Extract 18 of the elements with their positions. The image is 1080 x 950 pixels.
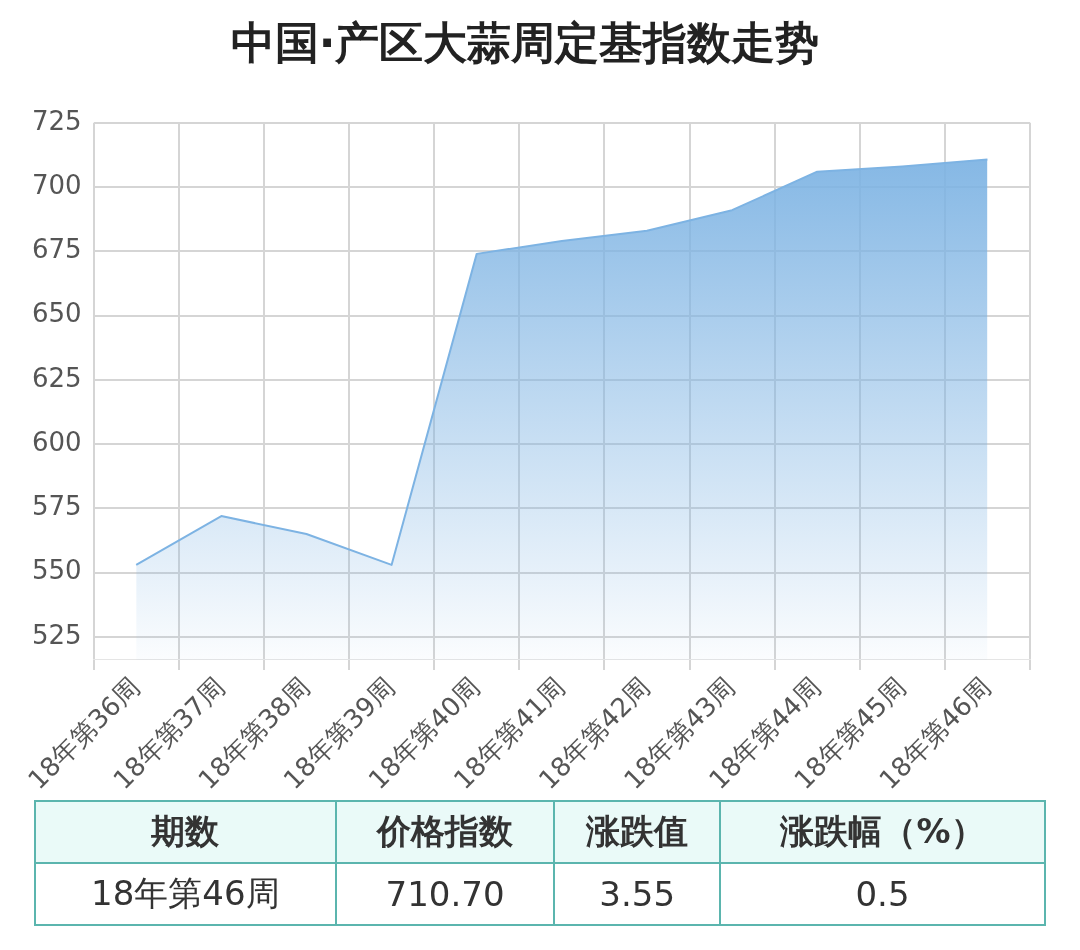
text: 价格指数	[335, 801, 555, 863]
y-tick-label: 525	[31, 619, 82, 650]
y-tick-label: 600	[31, 426, 82, 457]
text: 0.5	[719, 863, 1045, 925]
text: 710.70	[335, 863, 555, 925]
y-tick-label: 725	[31, 105, 82, 136]
y-tick-label: 675	[31, 234, 82, 265]
y-tick-label: 575	[31, 491, 82, 522]
y-tick-label: 650	[31, 298, 82, 329]
y-tick-label: 700	[31, 169, 82, 200]
chart-title: 中国·产区大蒜周定基指数走势	[230, 16, 820, 68]
y-tick-label: 550	[31, 555, 82, 586]
y-tick-label: 625	[31, 362, 82, 393]
text: 期数	[35, 801, 336, 863]
text: 涨跌值	[554, 801, 720, 863]
text: 3.55	[554, 863, 720, 925]
text: 涨跌幅（%）	[719, 801, 1045, 863]
text: 18年第46周	[35, 863, 336, 925]
